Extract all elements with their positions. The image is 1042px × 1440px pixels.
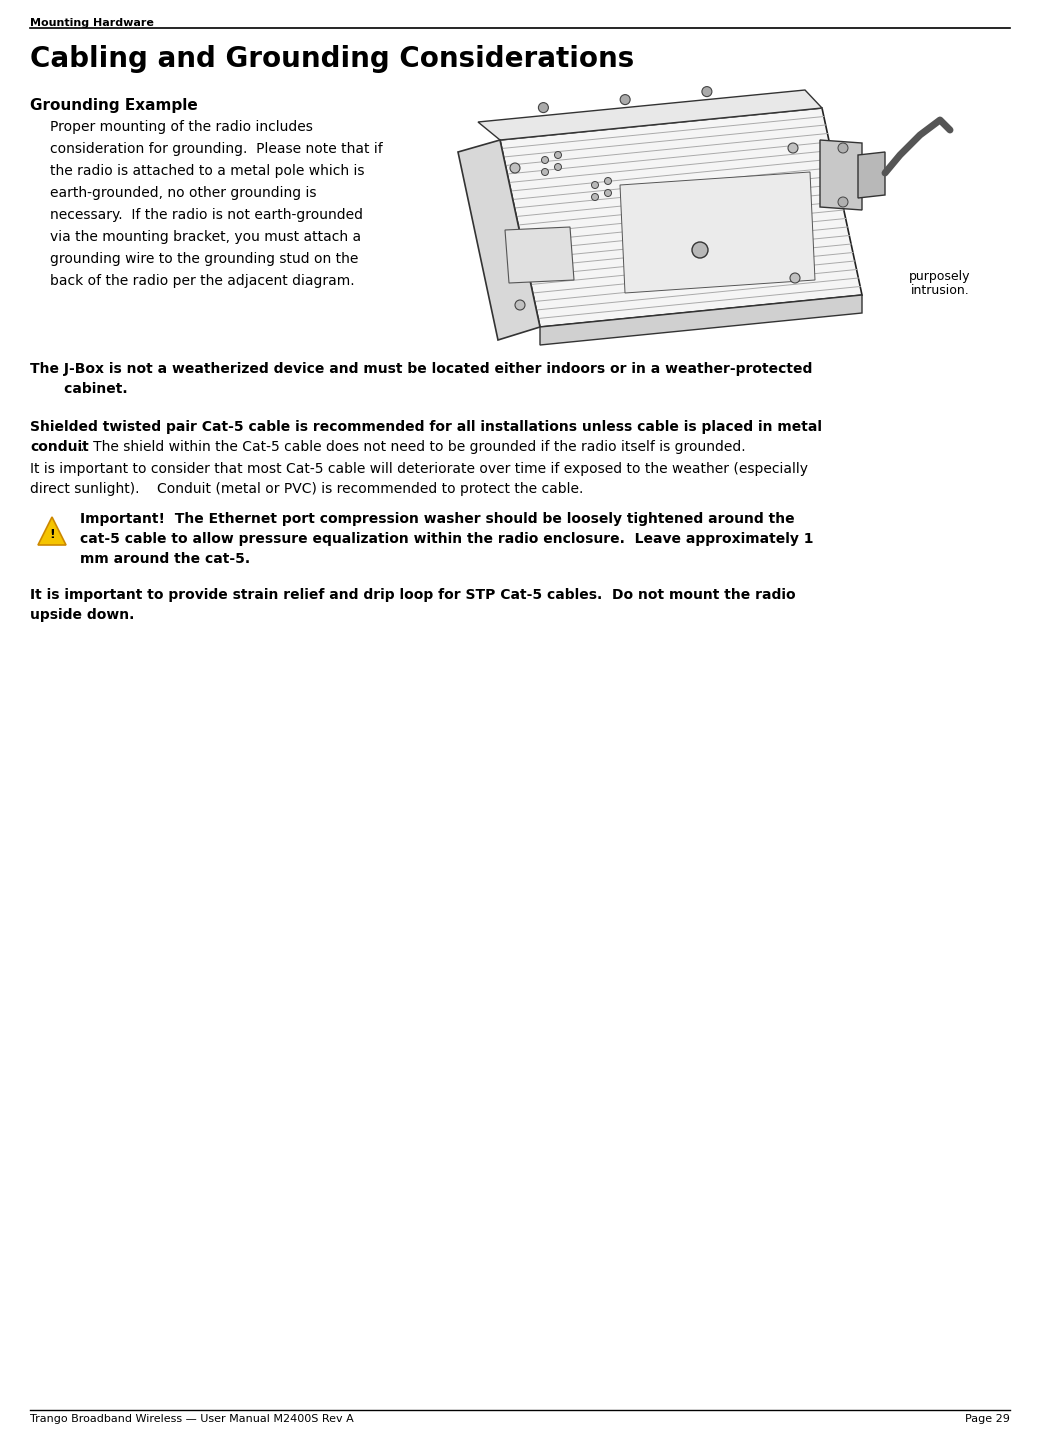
Text: grounding wire to the grounding stud on the: grounding wire to the grounding stud on …	[50, 252, 358, 266]
Circle shape	[604, 177, 612, 184]
Text: back of the radio per the adjacent diagram.: back of the radio per the adjacent diagr…	[50, 274, 354, 288]
Circle shape	[838, 143, 848, 153]
Text: Trango Broadband Wireless — User Manual M2400S Rev A: Trango Broadband Wireless — User Manual …	[30, 1414, 353, 1424]
Polygon shape	[858, 153, 885, 197]
Text: !: !	[49, 528, 55, 541]
Text: The J-Box is not a weatherized device and must be located either indoors or in a: The J-Box is not a weatherized device an…	[30, 361, 813, 376]
Circle shape	[554, 164, 562, 170]
Circle shape	[542, 168, 548, 176]
Circle shape	[539, 102, 548, 112]
Text: Page 29: Page 29	[965, 1414, 1010, 1424]
Text: via the mounting bracket, you must attach a: via the mounting bracket, you must attac…	[50, 230, 362, 243]
Text: direct sunlight).    Conduit (metal or PVC) is recommended to protect the cable.: direct sunlight). Conduit (metal or PVC)…	[30, 482, 584, 495]
Circle shape	[510, 163, 520, 173]
Text: necessary.  If the radio is not earth-grounded: necessary. If the radio is not earth-gro…	[50, 207, 363, 222]
Circle shape	[592, 193, 598, 200]
Circle shape	[620, 95, 630, 105]
Text: consideration for grounding.  Please note that if: consideration for grounding. Please note…	[50, 143, 382, 156]
Text: cat-5 cable to allow pressure equalization within the radio enclosure.  Leave ap: cat-5 cable to allow pressure equalizati…	[80, 531, 814, 546]
Polygon shape	[820, 140, 862, 210]
Text: Proper mounting of the radio includes: Proper mounting of the radio includes	[50, 120, 313, 134]
Text: cabinet.: cabinet.	[30, 382, 127, 396]
Circle shape	[702, 86, 712, 96]
Polygon shape	[458, 140, 540, 340]
Text: It is important to consider that most Cat-5 cable will deteriorate over time if : It is important to consider that most Ca…	[30, 462, 808, 477]
Text: .  The shield within the Cat-5 cable does not need to be grounded if the radio i: . The shield within the Cat-5 cable does…	[80, 441, 746, 454]
Polygon shape	[505, 228, 574, 284]
Circle shape	[542, 157, 548, 164]
Text: conduit: conduit	[30, 441, 89, 454]
Circle shape	[604, 190, 612, 196]
Circle shape	[515, 300, 525, 310]
Circle shape	[592, 181, 598, 189]
Text: the radio is attached to a metal pole which is: the radio is attached to a metal pole wh…	[50, 164, 365, 179]
Text: Shielded twisted pair Cat-5 cable is recommended for all installations unless ca: Shielded twisted pair Cat-5 cable is rec…	[30, 420, 822, 433]
Text: Mounting Hardware: Mounting Hardware	[30, 17, 154, 27]
Text: intrusion.: intrusion.	[912, 284, 970, 297]
Circle shape	[788, 143, 798, 153]
Polygon shape	[38, 517, 66, 544]
Text: Important!  The Ethernet port compression washer should be loosely tightened aro: Important! The Ethernet port compression…	[80, 513, 795, 526]
Text: It is important to provide strain relief and drip loop for STP Cat-5 cables.  Do: It is important to provide strain relief…	[30, 588, 796, 602]
Text: earth-grounded, no other grounding is: earth-grounded, no other grounding is	[50, 186, 317, 200]
Text: Cabling and Grounding Considerations: Cabling and Grounding Considerations	[30, 45, 635, 73]
Circle shape	[692, 242, 708, 258]
Text: Grounding Example: Grounding Example	[30, 98, 198, 112]
Circle shape	[554, 151, 562, 158]
Circle shape	[790, 274, 800, 284]
Polygon shape	[540, 295, 862, 346]
Text: mm around the cat-5.: mm around the cat-5.	[80, 552, 250, 566]
Polygon shape	[620, 171, 815, 292]
Text: upside down.: upside down.	[30, 608, 134, 622]
Polygon shape	[478, 89, 822, 140]
Circle shape	[838, 197, 848, 207]
Polygon shape	[500, 108, 862, 327]
Text: purposely: purposely	[909, 271, 970, 284]
